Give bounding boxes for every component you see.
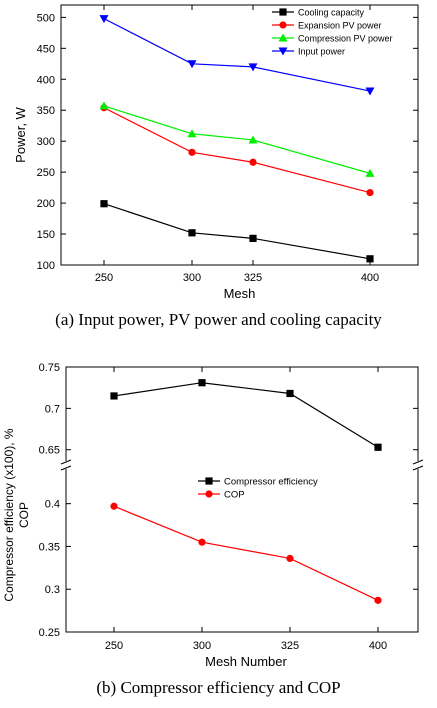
x-axis-label-b: Mesh Number [205,654,287,669]
y-tick-label-b: 0.35 [39,541,60,553]
data-point-a [365,87,375,96]
data-point-b [374,596,382,604]
y-axis-label-a: Power, W [13,106,28,162]
y-tick-label-b: 0.7 [45,403,60,415]
y-axis-label-b-line1: Compressor efficiency (x100), % [2,428,16,602]
y-tick-label-b: 0.65 [39,445,60,457]
y-tick-label-a: 350 [37,105,55,117]
data-point-a [99,101,109,110]
axis-break-mark [60,459,72,465]
axis-break-mark [412,459,424,465]
data-point-a [188,229,196,237]
legend-marker-b [205,477,213,485]
y-tick-label-b: 0.3 [45,584,60,596]
x-tick-label-a: 325 [244,272,262,284]
axis-break-gap-right [412,461,424,469]
y-tick-label-a: 200 [37,198,55,210]
series-line-a [103,18,371,92]
data-point-a [248,63,258,72]
series-line-a [103,107,371,194]
y-tick-label-b: 0.4 [45,499,60,511]
legend-label-a: Compression PV power [298,34,393,44]
data-point-a [99,15,109,24]
data-point-a [188,148,196,156]
data-point-b [198,379,206,387]
data-point-b [286,554,294,563]
y-tick-label-a: 100 [37,260,55,272]
x-tick-label-b: 325 [281,640,299,652]
axis-break-mark [412,465,424,471]
legend-label-a: Expansion PV power [298,21,382,31]
y-tick-label-a: 300 [37,136,55,148]
legend-label-b: COP [224,490,245,501]
plot-frame-a [60,4,419,266]
caption-a: (a) Input power, PV power and cooling ca… [55,310,382,329]
legend-marker-a [279,8,287,16]
legend-label-a: Input power [298,47,345,57]
data-point-a [366,255,374,263]
series-line-compressor-efficiency [113,382,379,448]
axis-break-mark [60,465,72,471]
legend-label-b: Compressor efficiency [224,477,318,488]
caption-b: (b) Compressor efficiency and COP [96,678,341,697]
data-point-a [366,188,374,197]
chart-b: 0.65 0.7 0.75 0.25 0.3 0.35 0.4 250 300 325 400 Mes… [2,362,424,669]
y-tick-label-b: 0.75 [39,362,60,374]
y-tick-label-a: 400 [37,74,55,86]
data-point-b [110,392,118,400]
y-axis-label-b-line2: COP [17,502,31,528]
y-tick-label-a: 250 [37,167,55,179]
data-point-a [249,234,257,242]
data-point-a [187,60,197,69]
y-tick-label-b: 0.25 [39,627,60,639]
x-tick-label-b: 300 [193,640,211,652]
data-point-a [249,158,257,166]
y-tick-label-a: 150 [37,229,55,241]
series-line-a [103,203,371,260]
x-tick-label-b: 250 [105,640,123,652]
legend-marker-a [279,21,287,29]
data-point-b [198,538,206,546]
y-tick-label-a: 500 [37,12,55,24]
data-point-a [187,129,197,138]
y-tick-label-a: 450 [37,43,55,55]
data-point-a [100,200,108,208]
series-line-a [103,105,371,174]
plot-frame-b [65,366,419,633]
legend-marker-b [205,490,213,498]
legend-marker-a [278,33,288,42]
x-tick-label-a: 300 [183,272,201,284]
x-tick-label-a: 400 [361,272,379,284]
chart-a: 100 150 200 250 300 350 400 450 500 250 300 325 400 M… [13,4,419,301]
series-line-cop [113,505,379,601]
legend-label-a: Cooling capacity [298,8,365,18]
data-point-b [286,389,294,398]
data-point-b [110,502,118,510]
x-tick-label-b: 400 [369,640,387,652]
axis-break-gap-left [60,461,72,469]
x-tick-label-a: 250 [95,272,113,284]
x-axis-label-a: Mesh [224,286,256,301]
data-point-a [248,135,258,144]
legend-marker-a [278,47,288,56]
data-point-a [365,168,375,177]
data-point-b [374,443,382,451]
